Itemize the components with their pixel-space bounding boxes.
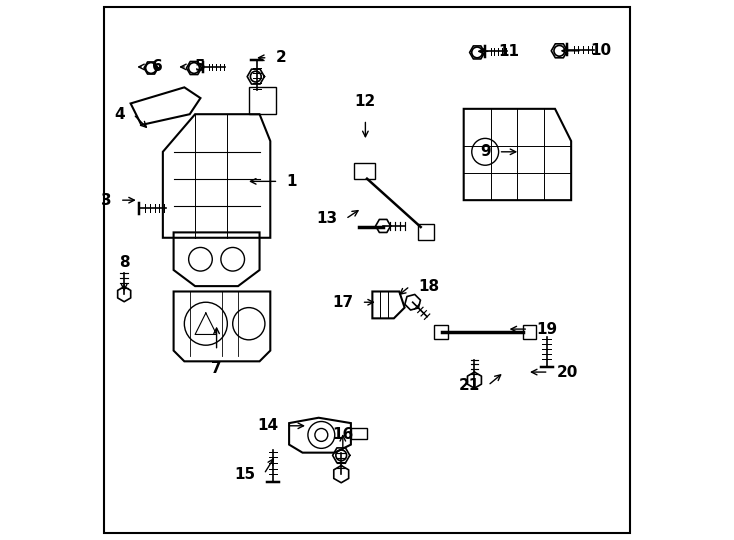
Text: 8: 8 [119,255,129,270]
Text: 12: 12 [355,94,376,109]
Text: 4: 4 [115,107,126,122]
Text: 21: 21 [459,378,480,393]
Text: 6: 6 [152,59,163,75]
Text: 15: 15 [235,467,255,482]
Text: 18: 18 [418,279,439,294]
Text: 7: 7 [211,361,222,376]
Text: 9: 9 [480,144,490,159]
Bar [354,163,375,179]
Text: 2: 2 [276,50,286,65]
Text: 1: 1 [286,174,297,189]
Bar [434,325,448,339]
Bar [418,224,434,240]
Text: 16: 16 [333,427,354,442]
Bar [523,325,537,339]
Text: 10: 10 [590,43,611,58]
Text: 14: 14 [257,418,278,433]
Text: 13: 13 [316,212,338,226]
Text: 20: 20 [556,364,578,380]
Text: 5: 5 [195,59,206,75]
Text: 3: 3 [101,193,112,208]
Text: 17: 17 [333,295,354,310]
Text: 11: 11 [498,44,520,59]
Text: 19: 19 [537,322,557,336]
